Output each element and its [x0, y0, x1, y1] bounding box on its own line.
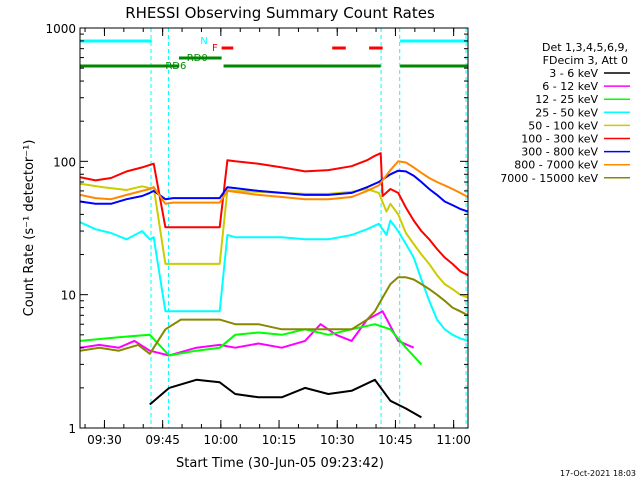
x-tick-label-1: 09:45: [145, 433, 180, 447]
x-tick-label-2: 10:00: [204, 433, 239, 447]
legend-label-4: 50 - 100 keV: [528, 119, 598, 132]
annotation-n: N: [200, 36, 207, 47]
x-tick-label-3: 10:15: [262, 433, 297, 447]
plot-area: [80, 28, 468, 428]
legend-label-8: 7000 - 15000 keV: [500, 172, 598, 185]
legend-header-0: Det 1,3,4,5,6,9,: [542, 41, 628, 54]
legend-label-1: 6 - 12 keV: [542, 80, 598, 93]
timestamp: 17-Oct-2021 18:03: [560, 469, 636, 478]
series-line-5: [80, 152, 468, 277]
legend-label-6: 300 - 800 keV: [521, 146, 598, 159]
series-line-8: [80, 276, 468, 355]
x-tick-label-0: 09:30: [87, 433, 122, 447]
annotation-rd6: RD6: [165, 61, 186, 72]
chart-title: RHESSI Observing Summary Count Rates: [125, 4, 435, 22]
plot-frame: [79, 27, 469, 429]
legend-label-0: 3 - 6 keV: [549, 67, 598, 80]
x-tick-label-4: 10:30: [320, 433, 355, 447]
legend-label-7: 800 - 7000 keV: [514, 159, 598, 172]
x-axis-label: Start Time (30-Jun-05 09:23:42): [176, 456, 384, 471]
y-axis-label: Count Rate (s⁻¹ detector⁻¹): [22, 140, 37, 317]
legend-label-5: 100 - 300 keV: [521, 133, 598, 146]
y-tick-label-0: 1: [68, 422, 76, 436]
x-tick-label-5: 10:45: [378, 433, 413, 447]
annotation-rd0: RD0: [187, 53, 208, 64]
x-tick-label-6: 11:00: [436, 433, 471, 447]
y-tick-label-2: 100: [53, 155, 76, 169]
series-line-0: [149, 378, 422, 419]
series-line-2: [80, 323, 423, 366]
series-line-6: [80, 169, 468, 213]
y-tick-label-3: 1000: [45, 22, 76, 36]
legend-label-3: 25 - 50 keV: [535, 106, 598, 119]
legend-header-1: FDecim 3, Att 0: [543, 54, 628, 67]
y-tick-label-1: 10: [61, 289, 76, 303]
series-line-7: [80, 160, 468, 205]
legend-label-2: 12 - 25 keV: [535, 93, 598, 106]
annotation-f: F: [212, 43, 218, 54]
series-line-3: [80, 219, 468, 342]
